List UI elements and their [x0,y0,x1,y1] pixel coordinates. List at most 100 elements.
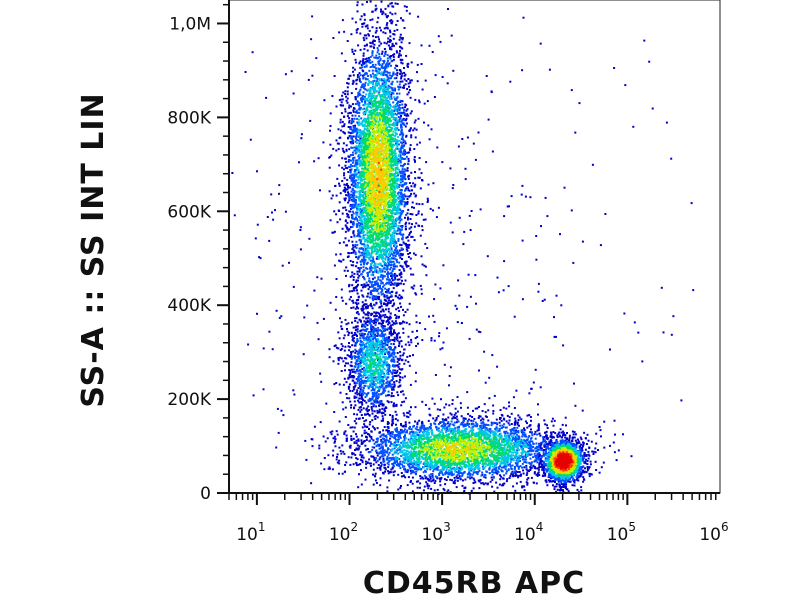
event-point [485,416,488,418]
event-point [373,427,376,430]
event-point [354,371,357,374]
event-point [365,37,368,40]
event-point [399,336,401,339]
event-point [344,157,347,160]
event-point [413,121,416,124]
event-point [282,414,285,417]
event-point [530,448,533,451]
event-point [466,391,469,394]
event-point [404,73,407,76]
event-point [334,438,337,441]
event-point [382,330,385,332]
event-point [428,484,431,487]
event-point [545,481,548,484]
event-point [344,90,347,93]
event-point [391,467,394,470]
event-point [417,15,420,18]
event-point [378,316,381,319]
event-point [398,104,401,106]
event-point [398,297,401,300]
event-point [370,407,373,410]
event-point [360,469,362,472]
event-point [498,421,501,424]
event-point [369,66,372,69]
event-point [415,468,418,471]
event-point [339,98,342,101]
event-point [387,63,390,66]
event-point [439,480,442,483]
event-point [363,432,366,435]
event-point [403,149,406,151]
event-point [371,385,374,388]
event-point [377,288,380,291]
event-point [555,335,557,338]
event-point [382,74,385,77]
event-point [393,29,396,32]
event-point [510,195,513,198]
event-point [371,54,374,57]
event-point [402,314,405,317]
event-point [425,470,427,473]
event-point [413,463,416,466]
event-point [403,467,406,470]
event-point [400,322,403,325]
event-point [410,110,413,113]
event-point [407,239,410,242]
event-point [399,72,402,75]
event-point [392,462,395,465]
event-point [551,435,554,438]
event-point [401,58,404,61]
event-point [578,441,581,444]
event-point [369,450,372,453]
event-point [395,69,398,72]
event-point [347,345,350,348]
event-point [445,419,448,422]
event-point [347,228,350,231]
event-point [471,473,474,476]
event-point [392,58,395,61]
event-point [397,358,400,361]
event-point [392,254,395,257]
event-point [479,331,482,334]
event-point [390,291,393,294]
event-point [354,21,357,24]
event-point [577,440,580,443]
event-point [355,265,358,268]
event-point [404,216,406,219]
event-point [343,151,346,154]
event-point [343,123,346,126]
event-point [333,230,336,233]
event-point [348,383,351,386]
event-point [368,400,370,403]
event-point [343,172,346,175]
event-point [549,431,552,434]
event-point [522,472,525,475]
event-point [355,211,358,214]
event-point [386,320,389,323]
event-point [401,185,404,188]
event-point [394,434,397,437]
event-point [527,447,530,450]
event-point [403,183,406,186]
event-point [503,423,506,426]
event-point [365,338,368,341]
event-point [402,331,405,334]
event-point [503,418,506,421]
event-point [342,258,345,261]
event-point [415,321,418,324]
event-point [310,482,313,485]
event-point [363,283,366,286]
event-point [335,194,338,197]
event-point [268,330,271,333]
event-point [513,407,516,409]
event-point [365,439,368,441]
event-point [353,287,356,289]
event-point [396,127,399,130]
event-point [347,82,350,85]
event-point [351,135,353,138]
event-point [585,443,588,445]
event-point [396,104,399,107]
event-point [352,212,355,215]
event-point [330,197,333,200]
event-point [387,85,390,88]
